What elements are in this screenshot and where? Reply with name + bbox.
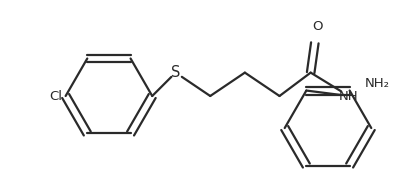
Text: NH: NH xyxy=(339,89,359,103)
Text: NH₂: NH₂ xyxy=(365,77,390,90)
Text: O: O xyxy=(312,20,323,33)
Text: Cl: Cl xyxy=(49,89,62,103)
Text: S: S xyxy=(171,65,180,80)
